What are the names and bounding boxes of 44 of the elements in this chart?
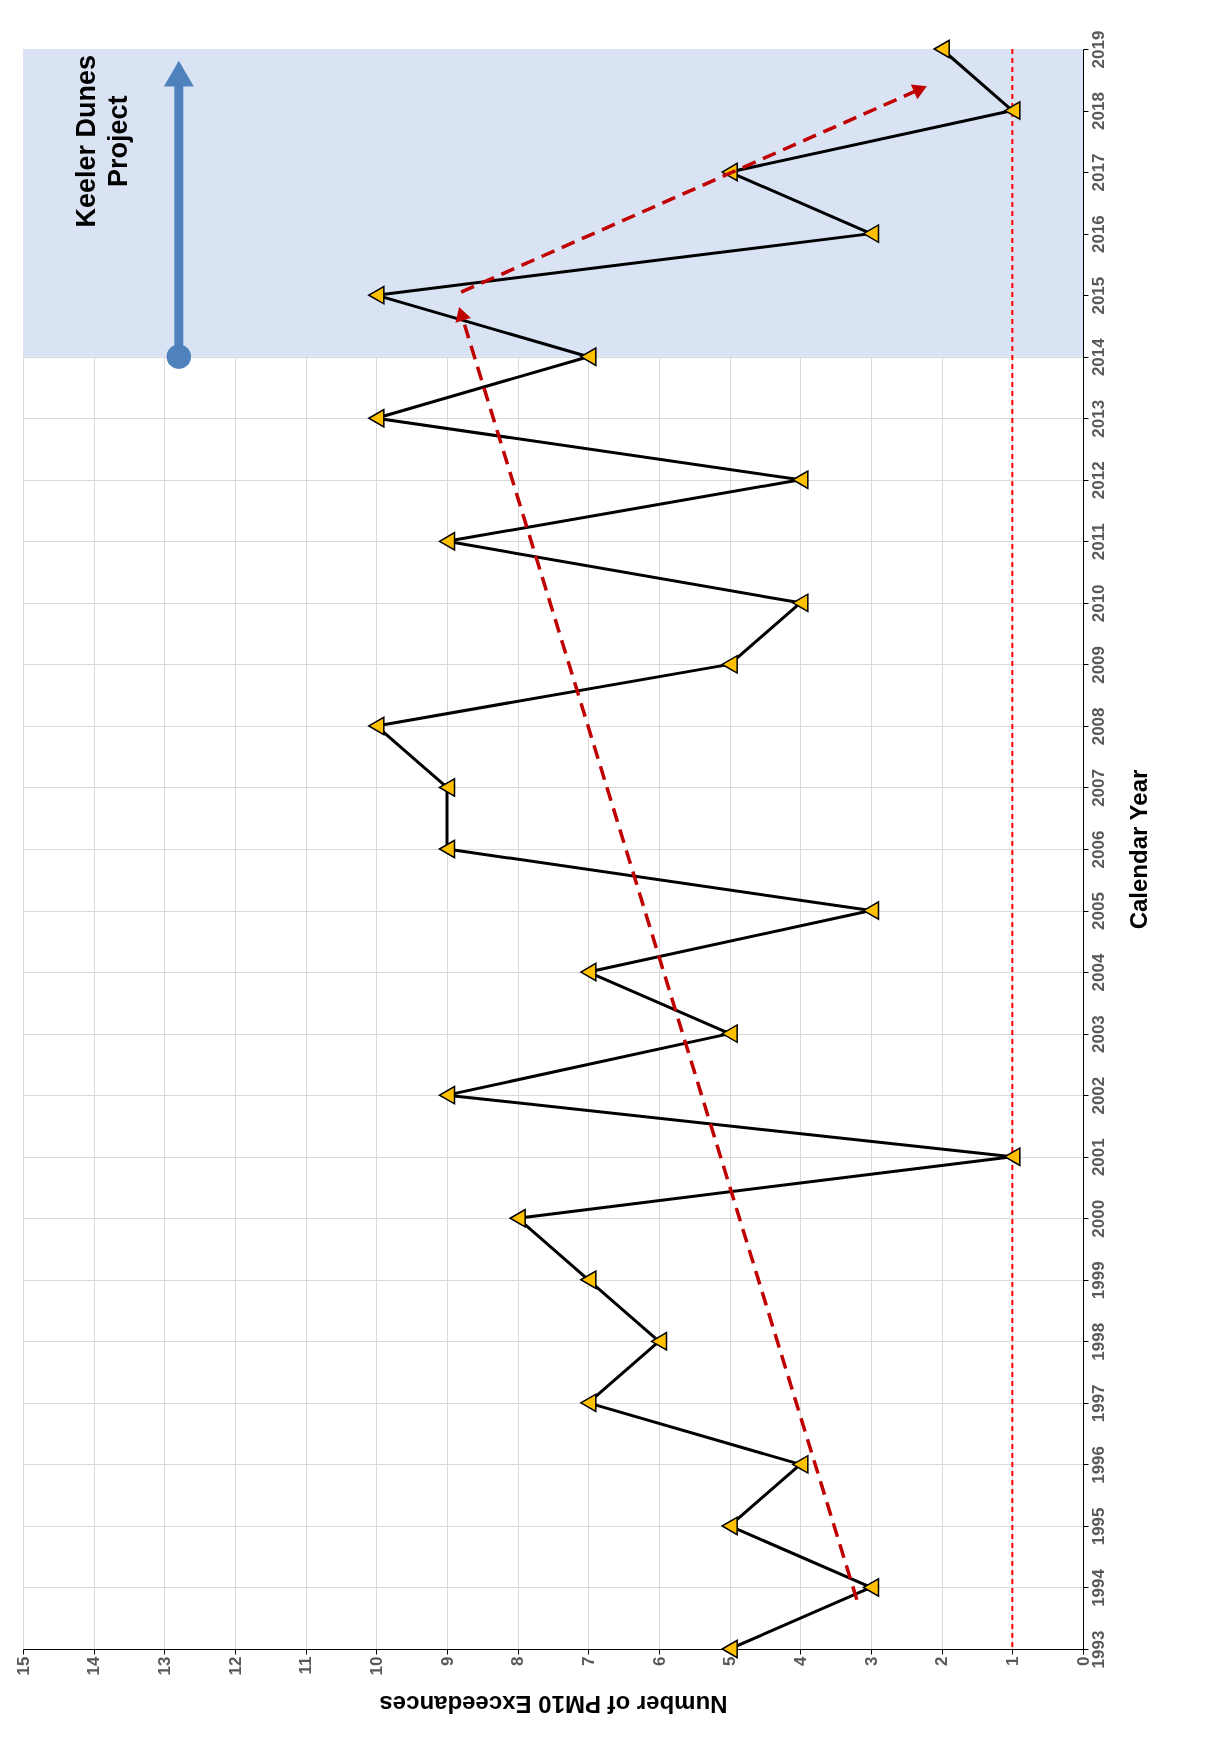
x-tick-label: 13 [154,1656,174,1676]
y-tick-label: 2004 [1088,953,1108,992]
x-tick-label: 9 [437,1656,457,1666]
y-tick-label: 1997 [1088,1384,1108,1423]
y-tick-label: 2008 [1088,707,1108,746]
x-tick-label: 3 [861,1656,881,1666]
y-tick-label: 2006 [1088,830,1108,869]
y-tick-label: 2017 [1088,153,1108,192]
x-tick-label: 7 [578,1656,598,1666]
x-tick-label: 2 [932,1656,952,1666]
y-tick-label: 2015 [1088,276,1108,315]
y-tick-label: 1994 [1088,1568,1108,1607]
x-tick-label: 10 [366,1656,386,1676]
x-axis-title: Number of PM10 Exceedances [379,1691,728,1719]
y-tick-label: 2007 [1088,769,1108,807]
y-tick-label: 2003 [1088,1015,1108,1054]
y-tick-label: 2016 [1088,215,1108,254]
y-tick-label: 2014 [1088,337,1108,377]
y-tick-label: 2002 [1088,1076,1108,1115]
y-tick-label: 2019 [1088,30,1108,69]
x-tick-label: 6 [649,1656,669,1666]
x-tick-label: 14 [84,1655,104,1676]
y-tick-label: 1999 [1088,1261,1108,1300]
y-tick-label: 2010 [1088,584,1108,623]
y-tick-label: 2000 [1088,1199,1108,1238]
y-tick-label: 2011 [1088,523,1108,561]
y-tick-label: 1996 [1088,1445,1108,1484]
x-tick-label: 1 [1002,1656,1022,1666]
y-tick-label: 2001 [1088,1138,1108,1177]
x-tick-label: 12 [225,1656,245,1676]
y-tick-label: 1998 [1088,1322,1108,1361]
y-tick-label: 2012 [1088,461,1108,500]
x-tick-label: 15 [13,1656,33,1676]
x-tick-label: 11 [296,1656,316,1675]
x-tick-label: 8 [508,1656,528,1666]
y-tick-label: 2005 [1088,892,1108,930]
x-tick-label: 4 [790,1655,810,1666]
x-tick-label: 5 [720,1656,740,1666]
y-axis-title: Calendar Year [1124,769,1152,930]
y-tick-label: 2013 [1088,399,1108,438]
y-tick-label: 2018 [1088,92,1108,130]
y-tick-label: 1995 [1088,1507,1108,1546]
band-label: Keeler Dunes Project [70,55,133,228]
y-tick-label: 2009 [1088,645,1108,684]
